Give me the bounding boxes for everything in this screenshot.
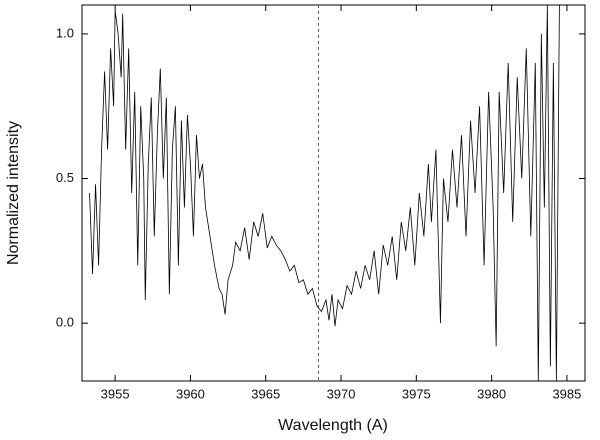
- x-axis-title: Wavelength (A): [278, 417, 388, 434]
- y-axis-title: Normalized intensity: [5, 121, 22, 265]
- x-tick-label: 3985: [552, 386, 581, 401]
- x-tick-label: 3960: [176, 386, 205, 401]
- x-tick-label: 3955: [101, 386, 130, 401]
- y-tick-label: 0.0: [56, 315, 74, 330]
- y-tick-label: 1.0: [56, 25, 74, 40]
- x-tick-label: 3970: [327, 386, 356, 401]
- x-tick-label: 3965: [251, 386, 280, 401]
- y-tick-label: 0.5: [56, 170, 74, 185]
- x-tick-label: 3975: [402, 386, 431, 401]
- plot-frame: [81, 4, 586, 382]
- spectrum-line: [89, 5, 560, 381]
- x-tick-label: 3980: [477, 386, 506, 401]
